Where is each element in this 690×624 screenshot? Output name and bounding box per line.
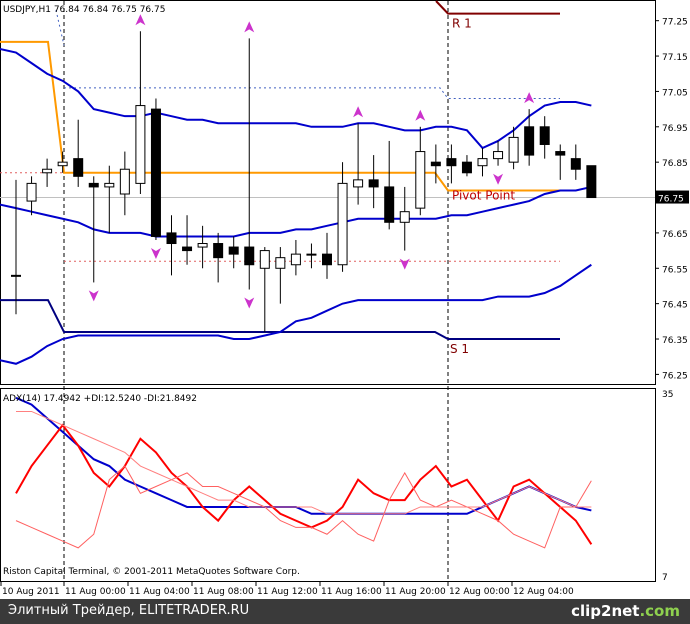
middle-band-line	[0, 185, 592, 238]
footer-brand: clip2net.com	[571, 602, 680, 620]
candle-body	[275, 257, 286, 269]
candle-body	[477, 158, 488, 167]
price-axis-label-9: 76.35	[662, 336, 688, 346]
price-axis-label-2: 77.05	[662, 88, 688, 98]
s1-label: S 1	[450, 342, 469, 356]
candle-body	[290, 253, 301, 266]
candle-body	[73, 158, 84, 177]
indicator-panel-frame	[0, 388, 656, 582]
candle-body	[524, 126, 535, 156]
chart-title: USDJPY,H1 76.84 76.84 76.75 76.75	[3, 5, 165, 15]
price-axis-label-4: 76.85	[662, 159, 688, 169]
r1-label: R 1	[452, 17, 472, 31]
candle-body	[88, 182, 99, 188]
time-axis-label-7: 12 Aug 00:00	[449, 587, 510, 597]
price-axis-label-3: 76.95	[662, 124, 688, 134]
candle-body	[197, 243, 208, 248]
upper-band-line	[0, 48, 592, 150]
candle-body	[415, 151, 426, 209]
time-axis-label-4: 11 Aug 12:00	[257, 587, 318, 597]
candle-body	[57, 161, 68, 167]
time-axis-label-0: 10 Aug 2011	[2, 587, 60, 597]
copyright-text: Riston Capital Terminal, © 2001-2011 Met…	[3, 567, 300, 577]
candle-body	[228, 246, 239, 255]
footer-bar: Элитный Трейдер, ELITETRADER.RU clip2net…	[0, 599, 690, 624]
candle-body	[259, 250, 270, 269]
candle-body	[11, 274, 21, 277]
time-axis-label-5: 11 Aug 16:00	[321, 587, 382, 597]
candle-body	[493, 151, 504, 160]
pivot-line	[0, 40, 560, 192]
price-axis-label-7: 76.55	[662, 265, 688, 275]
price-panel-frame	[0, 0, 656, 385]
prev-upper-dashed	[55, 9, 65, 46]
fractal-up-arrow	[244, 21, 255, 33]
pivot-label: Pivot Point	[452, 188, 515, 202]
fractal-up-arrow	[415, 109, 426, 121]
indicator-axis-label-1: 7	[662, 573, 668, 583]
fractal-up-arrow	[524, 92, 535, 104]
candle-body	[213, 243, 224, 259]
candle-body	[446, 158, 457, 167]
candle-body	[384, 186, 395, 223]
candle-body	[353, 179, 364, 188]
price-axis-label-0: 77.25	[662, 18, 688, 28]
candle-body	[430, 161, 441, 167]
candle-body	[182, 246, 193, 252]
current-price-label: 76.75	[658, 195, 684, 205]
fractal-up-arrow	[135, 14, 146, 26]
candle-body	[461, 161, 472, 174]
chart-canvas: 77.25 77.15 77.05 76.95 76.85 76.75 76.65 76.55…	[0, 0, 689, 597]
price-axis-label-8: 76.45	[662, 301, 688, 311]
prev-resistance-dashed	[64, 87, 560, 99]
current-price-badge	[656, 190, 689, 204]
fractal-down-arrow	[244, 297, 255, 309]
adx-series-3	[16, 410, 592, 515]
time-axis-label-8: 12 Aug 04:00	[513, 587, 574, 597]
adx-series-0	[15, 396, 592, 515]
resistance-r1-line	[435, 0, 560, 15]
adx-series-1	[15, 423, 593, 545]
candle-body	[337, 182, 348, 266]
fractal-down-arrow	[493, 173, 504, 185]
fractal-down-arrow	[150, 247, 161, 259]
candle-body	[322, 253, 332, 266]
price-axis-label-1: 77.15	[662, 53, 688, 63]
adx-series-2	[15, 465, 592, 549]
indicator-label: ADX(14) 17.4942 +DI:12.5240 -DI:21.8492	[3, 394, 197, 404]
candle-body	[42, 168, 53, 174]
fractal-down-arrow	[399, 258, 410, 270]
lower-band-line	[0, 263, 592, 365]
candle-body	[150, 108, 161, 237]
candle-body	[555, 151, 566, 156]
time-axis-label-1: 11 Aug 00:00	[65, 587, 126, 597]
fractal-up-arrow	[353, 106, 364, 118]
footer-site-name: Элитный Трейдер, ELITETRADER.RU	[8, 603, 250, 618]
candle-body	[539, 126, 550, 145]
time-axis-label-3: 11 Aug 08:00	[193, 587, 254, 597]
candle-body	[26, 182, 37, 202]
candle-body	[586, 165, 597, 199]
candle-body	[570, 158, 581, 170]
candle-body	[166, 232, 177, 245]
candle-body	[244, 246, 255, 266]
candle-body	[135, 105, 146, 184]
candle-body	[399, 211, 410, 223]
time-axis-label-6: 11 Aug 20:00	[385, 587, 446, 597]
price-axis-label-10: 76.25	[662, 371, 688, 381]
footer-brand-name: clip2net	[571, 602, 640, 620]
candle-body	[508, 136, 519, 163]
candle-body	[104, 182, 115, 188]
indicator-axis-label-0: 35	[662, 390, 673, 400]
candle-body	[368, 179, 379, 188]
time-axis-label-2: 11 Aug 04:00	[129, 587, 190, 597]
candle-body	[306, 253, 317, 256]
footer-brand-domain: .com	[639, 602, 680, 620]
candle-body	[119, 168, 130, 195]
fractal-down-arrow	[88, 290, 99, 302]
support-s1-line	[0, 299, 560, 341]
price-axis-label-6: 76.65	[662, 230, 688, 240]
